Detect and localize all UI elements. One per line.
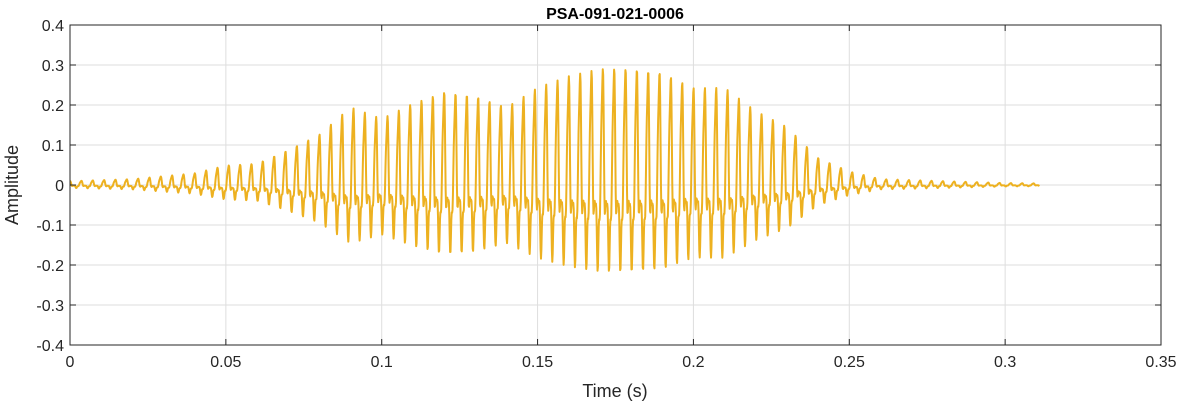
y-tick-label: -0.3	[36, 298, 64, 315]
y-tick-label: 0.4	[42, 18, 64, 35]
x-tick-labels: 0 0.05 0.1 0.15 0.2 0.25 0.3 0.35	[66, 354, 1177, 371]
y-tick-label: -0.1	[36, 218, 64, 235]
y-tick-label: 0.2	[42, 98, 64, 115]
y-tick-label: 0	[55, 178, 64, 195]
chart-title: PSA-091-021-0006	[546, 6, 684, 23]
y-tick-label: 0.3	[42, 58, 64, 75]
y-tick-label: 0.1	[42, 138, 64, 155]
x-tick-label: 0.05	[210, 354, 241, 371]
x-axis-label: Time (s)	[582, 381, 647, 401]
x-tick-label: 0.1	[371, 354, 393, 371]
x-tick-label: 0.35	[1145, 354, 1176, 371]
y-axis-label: Amplitude	[2, 145, 22, 225]
series-line	[70, 68, 1041, 272]
x-tick-label: 0.3	[994, 354, 1016, 371]
y-tick-label: -0.4	[36, 338, 64, 355]
x-tick-label: 0.15	[522, 354, 553, 371]
x-tick-label: 0.2	[682, 354, 704, 371]
y-tick-label: -0.2	[36, 258, 64, 275]
series-group	[70, 68, 1041, 272]
x-tick-label: 0.25	[834, 354, 865, 371]
y-tick-labels: -0.4 -0.3 -0.2 -0.1 0 0.1 0.2 0.3 0.4	[36, 18, 64, 355]
x-tick-label: 0	[66, 354, 75, 371]
tick-marks	[69, 24, 1162, 346]
